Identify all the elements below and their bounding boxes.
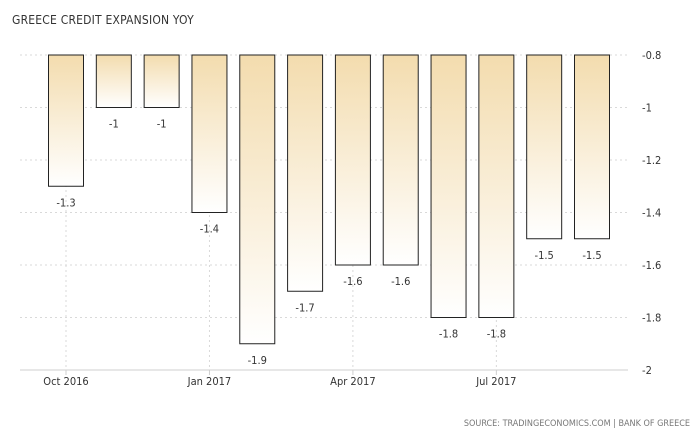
bar	[239, 54, 276, 345]
data-label: -1.7	[295, 301, 314, 314]
x-tick-label: Jan 2017	[187, 375, 232, 388]
data-label: -1	[109, 118, 119, 131]
bar	[382, 54, 419, 266]
x-axis-ticks: Oct 2016 Jan 2017 Apr 2017 Jul 2017	[43, 370, 516, 388]
y-tick-label: -1.6	[642, 259, 661, 272]
y-tick-label: -2	[642, 364, 652, 377]
x-tick-label: Oct 2016	[43, 375, 88, 388]
source-label: SOURCE: TRADINGECONOMICS.COM | BANK OF G…	[464, 419, 690, 429]
bar	[526, 54, 563, 240]
bar	[143, 54, 180, 108]
data-label: -1	[157, 118, 167, 131]
data-label: -1.6	[343, 275, 362, 288]
y-tick-label: -1.8	[642, 312, 661, 325]
data-label: -1.4	[200, 223, 219, 236]
y-tick-label: -1.4	[642, 207, 661, 220]
x-tick-label: Jul 2017	[475, 375, 516, 388]
bar	[48, 54, 84, 187]
y-axis-ticks: -0.8 -1 -1.2 -1.4 -1.6 -1.8 -2	[642, 49, 661, 377]
bar	[574, 54, 610, 240]
data-label: -1.8	[439, 328, 458, 341]
bar	[191, 54, 228, 213]
bars	[48, 54, 610, 345]
data-label: -1.8	[487, 328, 506, 341]
bar	[287, 54, 324, 292]
data-labels: -1.3 -1 -1 -1.4 -1.9 -1.7 -1.6 -1.6 -1.8 -1.8 -1.5…	[56, 118, 601, 367]
bar	[334, 54, 371, 266]
bar	[478, 54, 515, 318]
y-tick-label: -1.2	[642, 154, 661, 167]
data-label: -1.5	[535, 249, 554, 262]
data-label: -1.5	[582, 249, 601, 262]
y-tick-label: -0.8	[642, 49, 661, 62]
data-label: -1.9	[248, 354, 267, 367]
bar	[95, 54, 132, 108]
data-label: -1.6	[391, 275, 410, 288]
bar	[430, 54, 467, 318]
chart-title: GREECE CREDIT EXPANSION YOY	[12, 13, 194, 27]
y-tick-label: -1	[642, 102, 652, 115]
data-label: -1.3	[56, 196, 75, 209]
x-tick-label: Apr 2017	[330, 375, 375, 388]
